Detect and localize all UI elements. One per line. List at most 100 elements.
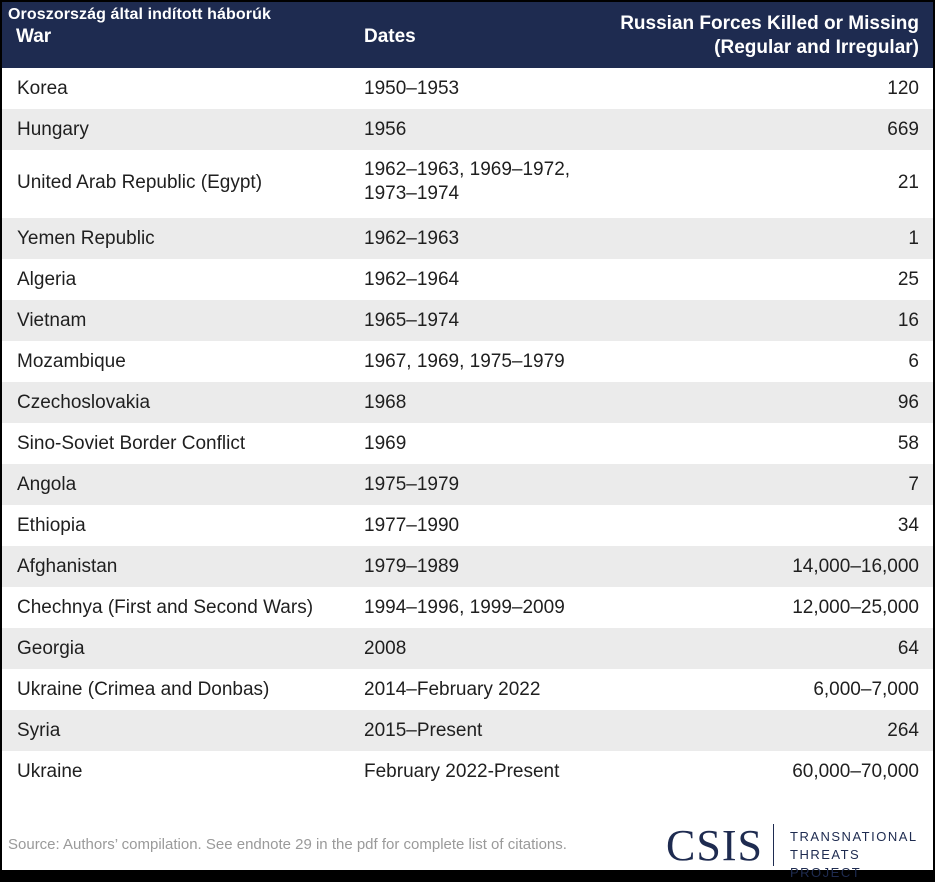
cell-dates-line1: 1965–1974 <box>364 310 460 331</box>
cell-killed: 96 <box>897 392 919 413</box>
cell-war: Syria <box>17 720 61 741</box>
cell-war: Hungary <box>17 119 89 140</box>
table-row: Ukraine February 2022-Present 60,000–70,00… <box>2 751 933 792</box>
cell-killed: 120 <box>887 78 919 99</box>
logo-subtitle-line1: TRANSNATIONAL <box>790 829 918 844</box>
logo-subtitle: TRANSNATIONAL THREATS PROJECT <box>790 828 933 882</box>
cell-war: Afghanistan <box>17 556 118 577</box>
cell-dates-line1: 1968 <box>364 392 407 413</box>
cell-war: Sino-Soviet Border Conflict <box>17 433 246 454</box>
table-row: Georgia 2008 64 <box>2 628 933 669</box>
cell-dates: 1967, 1969, 1975–1979 <box>364 351 624 373</box>
footer: Source: Authors’ compilation. See endnot… <box>2 808 933 880</box>
cell-killed: 16 <box>897 310 919 331</box>
cell-killed: 25 <box>897 269 919 290</box>
table-row: Vietnam 1965–1974 16 <box>2 300 933 341</box>
table-row: Ethiopia 1977–1990 34 <box>2 505 933 546</box>
cell-dates-line1: 1956 <box>364 119 407 140</box>
cell-war: Ukraine (Crimea and Donbas) <box>17 679 270 700</box>
cell-dates: 1968 <box>364 392 624 414</box>
cell-dates-line1: 1975–1979 <box>364 474 460 495</box>
cell-dates-line1: 1977–1990 <box>364 515 460 536</box>
cell-dates: 1962–1963 <box>364 228 624 250</box>
cell-dates: 2008 <box>364 638 624 660</box>
cell-dates: 1956 <box>364 119 624 141</box>
cell-dates-line1: 1969 <box>364 433 407 454</box>
cell-dates: 1965–1974 <box>364 310 624 332</box>
cell-war: Czechoslovakia <box>17 392 151 413</box>
cell-dates: February 2022-Present <box>364 761 624 783</box>
cell-killed: 6 <box>908 351 919 372</box>
cell-dates: 1977–1990 <box>364 515 624 537</box>
cell-dates-line1: February 2022-Present <box>364 761 560 782</box>
cell-dates-line1: 1979–1989 <box>364 556 460 577</box>
table-row: Mozambique 1967, 1969, 1975–1979 6 <box>2 341 933 382</box>
cell-dates-line1: 2014–February 2022 <box>364 679 541 700</box>
cell-killed: 12,000–25,000 <box>792 597 919 618</box>
table-row: Hungary 1956 669 <box>2 109 933 150</box>
cell-killed: 60,000–70,000 <box>792 761 919 782</box>
cell-dates-line1: 1967, 1969, 1975–1979 <box>364 351 565 372</box>
cell-killed: 6,000–7,000 <box>813 679 919 700</box>
cell-killed: 64 <box>897 638 919 659</box>
cell-dates: 1950–1953 <box>364 78 624 100</box>
column-header-forces: Russian Forces Killed or Missing (Regula… <box>539 12 919 60</box>
column-header-forces-line1: Russian Forces Killed or Missing <box>620 13 919 34</box>
table-body: Korea 1950–1953 120 Hungary 1956 669 United Ar… <box>2 68 933 792</box>
table-row: Sino-Soviet Border Conflict 1969 58 <box>2 423 933 464</box>
cell-war: Angola <box>17 474 77 495</box>
cell-killed: 21 <box>897 172 919 193</box>
cell-war: Vietnam <box>17 310 87 331</box>
logo-subtitle-line2: THREATS PROJECT <box>790 847 862 880</box>
cell-killed: 264 <box>887 720 919 741</box>
cell-dates-line1: 1962–1963 <box>364 228 460 249</box>
table-row: Chechnya (First and Second Wars) 1994–199… <box>2 587 933 628</box>
cell-war: Korea <box>17 78 68 99</box>
cell-dates-line1: 1962–1963, 1969–1972, <box>364 159 571 180</box>
column-header-war: War <box>16 26 52 47</box>
cell-dates: 2014–February 2022 <box>364 679 624 701</box>
csis-logo: CSIS <box>666 821 763 870</box>
table-row: Korea 1950–1953 120 <box>2 68 933 109</box>
cell-war: Yemen Republic <box>17 228 155 249</box>
source-note: Source: Authors’ compilation. See endnot… <box>8 836 567 853</box>
cell-killed: 669 <box>887 119 919 140</box>
cell-dates: 1969 <box>364 433 624 455</box>
table-row: Afghanistan 1979–1989 14,000–16,000 <box>2 546 933 587</box>
table-row: Angola 1975–1979 7 <box>2 464 933 505</box>
cell-dates: 1962–1963, 1969–1972, 1973–1974 <box>364 158 624 206</box>
logo-divider <box>773 824 774 866</box>
cell-dates-line1: 2015–Present <box>364 720 483 741</box>
cell-dates-line1: 2008 <box>364 638 407 659</box>
cell-dates: 1994–1996, 1999–2009 <box>364 597 624 619</box>
cell-dates-line2: 1973–1974 <box>364 183 460 204</box>
cell-killed: 1 <box>908 228 919 249</box>
cell-dates-line1: 1994–1996, 1999–2009 <box>364 597 565 618</box>
table-row: Algeria 1962–1964 25 <box>2 259 933 300</box>
cell-war: Georgia <box>17 638 85 659</box>
column-header-forces-line2: (Regular and Irregular) <box>714 37 919 58</box>
cell-war: Mozambique <box>17 351 126 372</box>
table-row: Czechoslovakia 1968 96 <box>2 382 933 423</box>
cell-dates-line1: 1962–1964 <box>364 269 460 290</box>
table-row: Ukraine (Crimea and Donbas) 2014–February… <box>2 669 933 710</box>
cell-dates: 1962–1964 <box>364 269 624 291</box>
cell-killed: 14,000–16,000 <box>792 556 919 577</box>
cell-killed: 7 <box>908 474 919 495</box>
cell-war: Algeria <box>17 269 77 290</box>
cell-war: Ethiopia <box>17 515 86 536</box>
column-header-dates: Dates <box>364 26 416 47</box>
table-row: Syria 2015–Present 264 <box>2 710 933 751</box>
table-header: Oroszország által indított háborúk War D… <box>2 2 933 68</box>
table-row: United Arab Republic (Egypt) 1962–1963, 1… <box>2 150 933 218</box>
cell-dates: 1975–1979 <box>364 474 624 496</box>
cell-war: Chechnya (First and Second Wars) <box>17 597 314 618</box>
cell-killed: 34 <box>897 515 919 536</box>
cell-war: United Arab Republic (Egypt) <box>17 172 263 193</box>
overlay-title: Oroszország által indított háborúk <box>8 6 271 23</box>
table-row: Yemen Republic 1962–1963 1 <box>2 218 933 259</box>
cell-dates-line1: 1950–1953 <box>364 78 460 99</box>
cell-dates: 1979–1989 <box>364 556 624 578</box>
cell-dates: 2015–Present <box>364 720 624 742</box>
cell-war: Ukraine <box>17 761 83 782</box>
